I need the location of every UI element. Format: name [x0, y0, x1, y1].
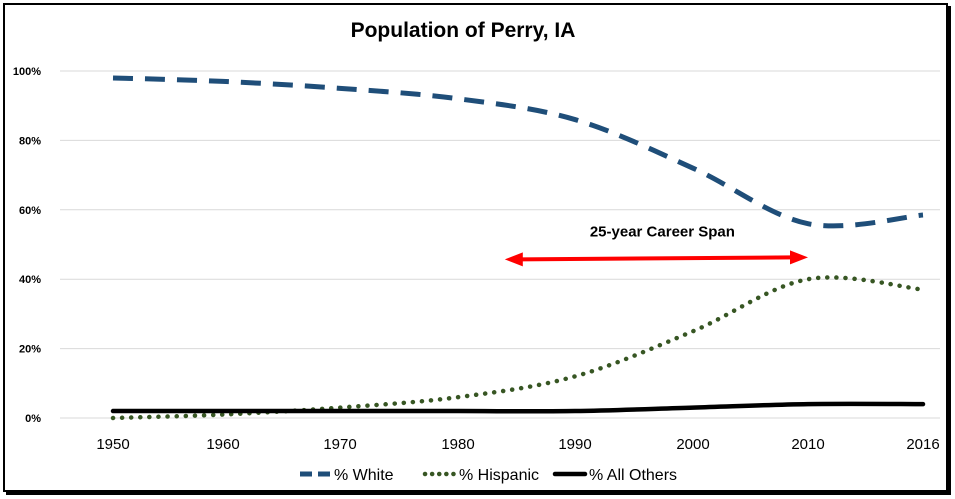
legend-label: % White: [334, 467, 394, 484]
y-tick-label: 60%: [19, 205, 41, 217]
chart-title: Population of Perry, IA: [351, 19, 576, 42]
line-chart: Population of Perry, IA 0% 20% 40% 60% 80% 10…: [13, 19, 940, 484]
annotation-arrow-shaft: [520, 255, 793, 262]
y-tick-label: 40%: [19, 274, 41, 286]
annotation-arrow-head-right: [790, 250, 808, 265]
annotation-arrow-head-left: [504, 252, 523, 267]
x-tick-label: 1950: [96, 436, 129, 453]
annotation-text: 25-year Career Span: [590, 223, 735, 240]
gridlines: [60, 70, 940, 419]
series-line-hispanic: [110, 275, 926, 421]
y-tick-label: 80%: [19, 135, 41, 147]
legend: % White % Hispanic % All Others: [300, 467, 677, 484]
x-tick-label: 1970: [323, 436, 356, 453]
y-tick-label: 0%: [25, 413, 41, 425]
x-tick-label: 1980: [441, 436, 474, 453]
series-line-all-others: [110, 401, 926, 414]
career-span-annotation: 25-year Career Span: [504, 223, 808, 267]
x-tick-label: 2016: [906, 436, 939, 453]
y-axis-ticks: 0% 20% 40% 60% 80% 100%: [13, 66, 41, 425]
chart-frame: Population of Perry, IA 0% 20% 40% 60% 80% 10…: [3, 3, 948, 492]
legend-label: % Hispanic: [459, 467, 539, 484]
x-tick-label: 1990: [558, 436, 591, 453]
series-line-white: [112, 75, 924, 229]
legend-label: % All Others: [589, 467, 677, 484]
x-tick-label: 2000: [676, 436, 709, 453]
y-tick-label: 100%: [13, 66, 41, 78]
x-tick-label: 1960: [206, 436, 239, 453]
series-lines: [110, 75, 926, 421]
y-tick-label: 20%: [19, 344, 41, 356]
x-tick-label: 2010: [791, 436, 824, 453]
x-axis-ticks: 1950 1960 1970 1980 1990 2000 2010 2016: [96, 436, 939, 453]
